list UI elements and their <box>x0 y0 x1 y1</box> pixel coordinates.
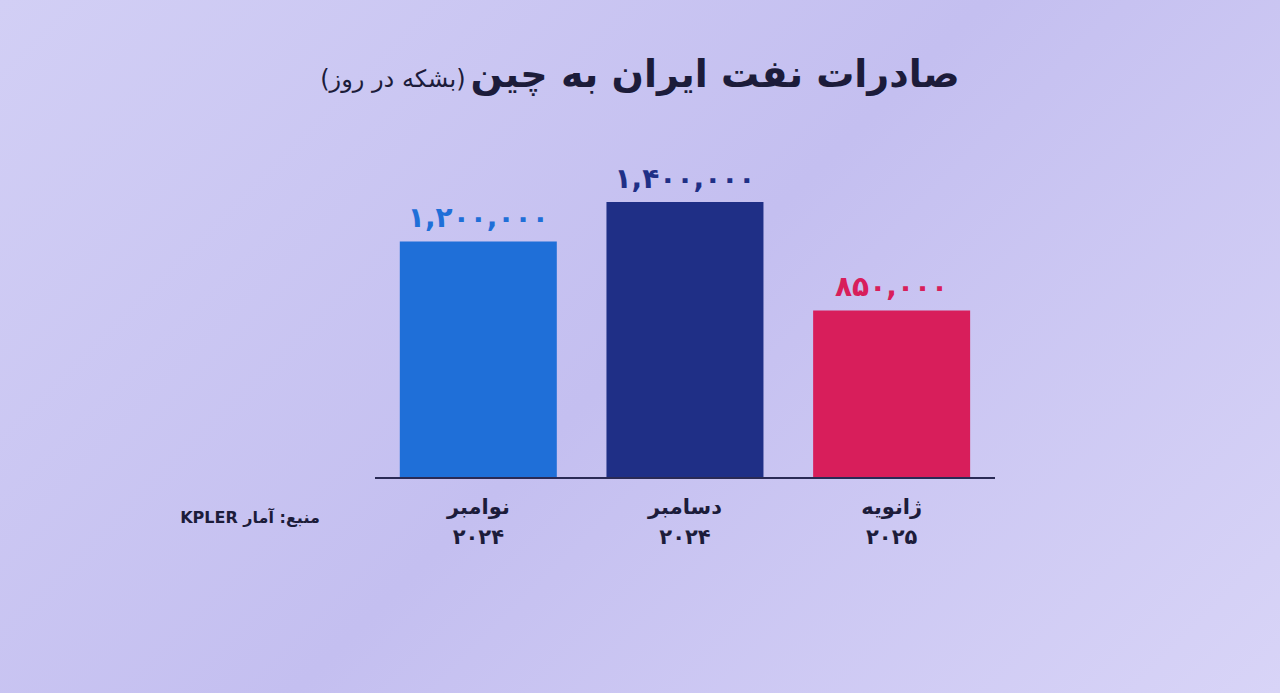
svg-text:۱,۲۰۰,۰۰۰: ۱,۲۰۰,۰۰۰ <box>408 201 549 234</box>
html-text:صادرات نفت ایران به چین: صادرات نفت ایران به چین <box>470 52 960 96</box>
svg-text:۱,۴۰۰,۰۰۰: ۱,۴۰۰,۰۰۰ <box>615 162 756 195</box>
svg-text:نوامبر۲۰۲۴: نوامبر۲۰۲۴ <box>446 495 510 549</box>
svg-text:۸۵۰,۰۰۰: ۸۵۰,۰۰۰ <box>835 270 948 303</box>
svg-text:دسامبر۲۰۲۴: دسامبر۲۰۲۴ <box>647 495 722 549</box>
html-text:(بشکه در روز): (بشکه در روز) <box>320 65 466 93</box>
html-text:منبع: آمار KPLER: منبع: آمار KPLER <box>180 508 320 527</box>
svg-text:ژانویه۲۰۲۵: ژانویه۲۰۲۵ <box>861 495 922 549</box>
